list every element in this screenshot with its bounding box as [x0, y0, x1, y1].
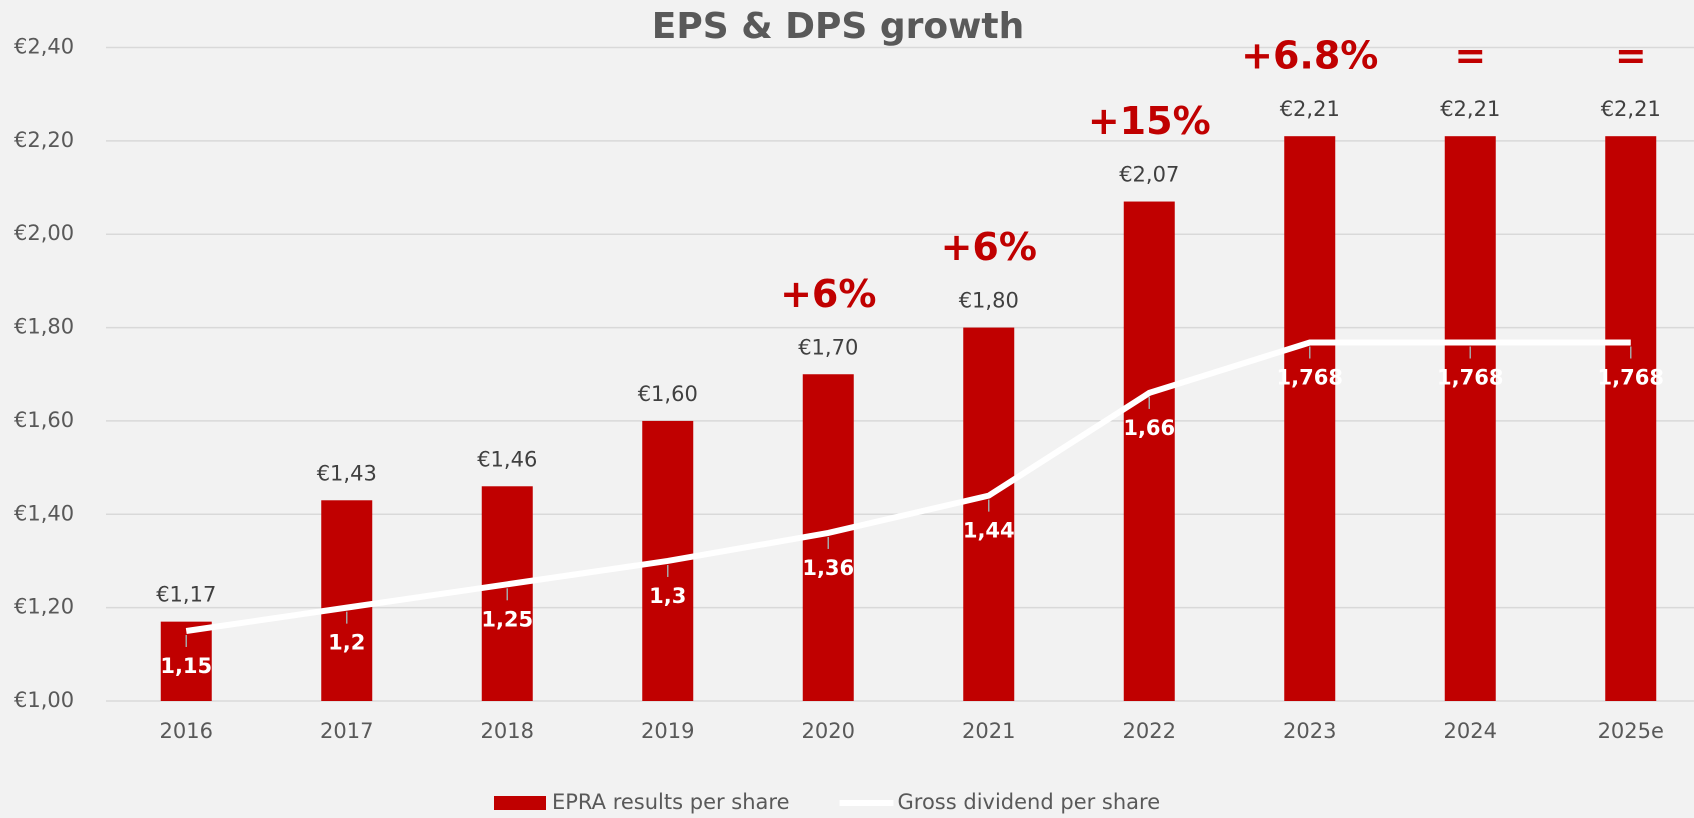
chart-title: EPS & DPS growth [652, 6, 1024, 47]
x-tick-label: 2016 [160, 719, 213, 743]
x-tick-label: 2021 [962, 719, 1015, 743]
legend-swatch [494, 796, 546, 810]
x-tick-label: 2017 [320, 719, 373, 743]
x-tick-label: 2018 [481, 719, 534, 743]
bar-value-label: €2,21 [1280, 97, 1340, 121]
line-value-label: 1,768 [1598, 366, 1664, 390]
y-tick-label: €2,40 [14, 35, 74, 59]
bar-value-label: €1,60 [638, 382, 698, 406]
line-value-label: 1,44 [963, 519, 1015, 543]
x-tick-label: 2022 [1123, 719, 1176, 743]
line-value-label: 1,15 [160, 654, 212, 678]
bar [321, 500, 373, 701]
bar [1123, 201, 1175, 701]
bar [1444, 136, 1496, 702]
bar [1284, 136, 1336, 702]
bar-value-label: €1,70 [798, 335, 858, 359]
legend-label: Gross dividend per share [898, 790, 1161, 814]
growth-annotation: = [1454, 34, 1486, 78]
y-tick-label: €1,80 [14, 315, 74, 339]
x-tick-label: 2023 [1283, 719, 1336, 743]
bar-value-label: €2,21 [1440, 97, 1500, 121]
line-value-label: 1,25 [481, 607, 533, 631]
bar [160, 621, 212, 701]
line-value-label: 1,768 [1437, 366, 1503, 390]
y-tick-label: €1,00 [14, 688, 74, 712]
line [185, 339, 1631, 634]
x-tick-label: 2020 [802, 719, 855, 743]
y-tick-label: €2,00 [14, 221, 74, 245]
bar-value-label: €1,46 [477, 447, 537, 471]
y-tick-label: €1,60 [14, 408, 74, 432]
line-value-label: 1,768 [1277, 366, 1343, 390]
y-tick-label: €2,20 [14, 128, 74, 152]
bar-value-label: €2,07 [1119, 163, 1179, 187]
growth-annotation: +6.8% [1241, 34, 1378, 78]
growth-annotation: +6% [941, 225, 1037, 269]
growth-annotation: = [1615, 34, 1647, 78]
line-value-label: 1,66 [1123, 416, 1175, 440]
y-tick-label: €1,20 [14, 595, 74, 619]
bar-value-label: €2,21 [1601, 97, 1661, 121]
y-tick-label: €1,40 [14, 501, 74, 525]
growth-annotation: +6% [780, 272, 876, 316]
x-tick-label: 2025e [1598, 719, 1664, 743]
bar [963, 327, 1015, 701]
growth-annotation: +15% [1088, 99, 1211, 143]
bar-value-label: €1,43 [317, 461, 377, 485]
bar-value-label: €1,80 [959, 289, 1019, 313]
bar-value-label: €1,17 [156, 583, 216, 607]
line-value-label: 1,2 [328, 631, 365, 655]
line-value-label: 1,36 [802, 556, 854, 580]
bar [1605, 136, 1657, 702]
line-value-label: 1,3 [649, 584, 686, 608]
x-tick-label: 2024 [1444, 719, 1497, 743]
x-tick-label: 2019 [641, 719, 694, 743]
legend-label: EPRA results per share [552, 790, 790, 814]
